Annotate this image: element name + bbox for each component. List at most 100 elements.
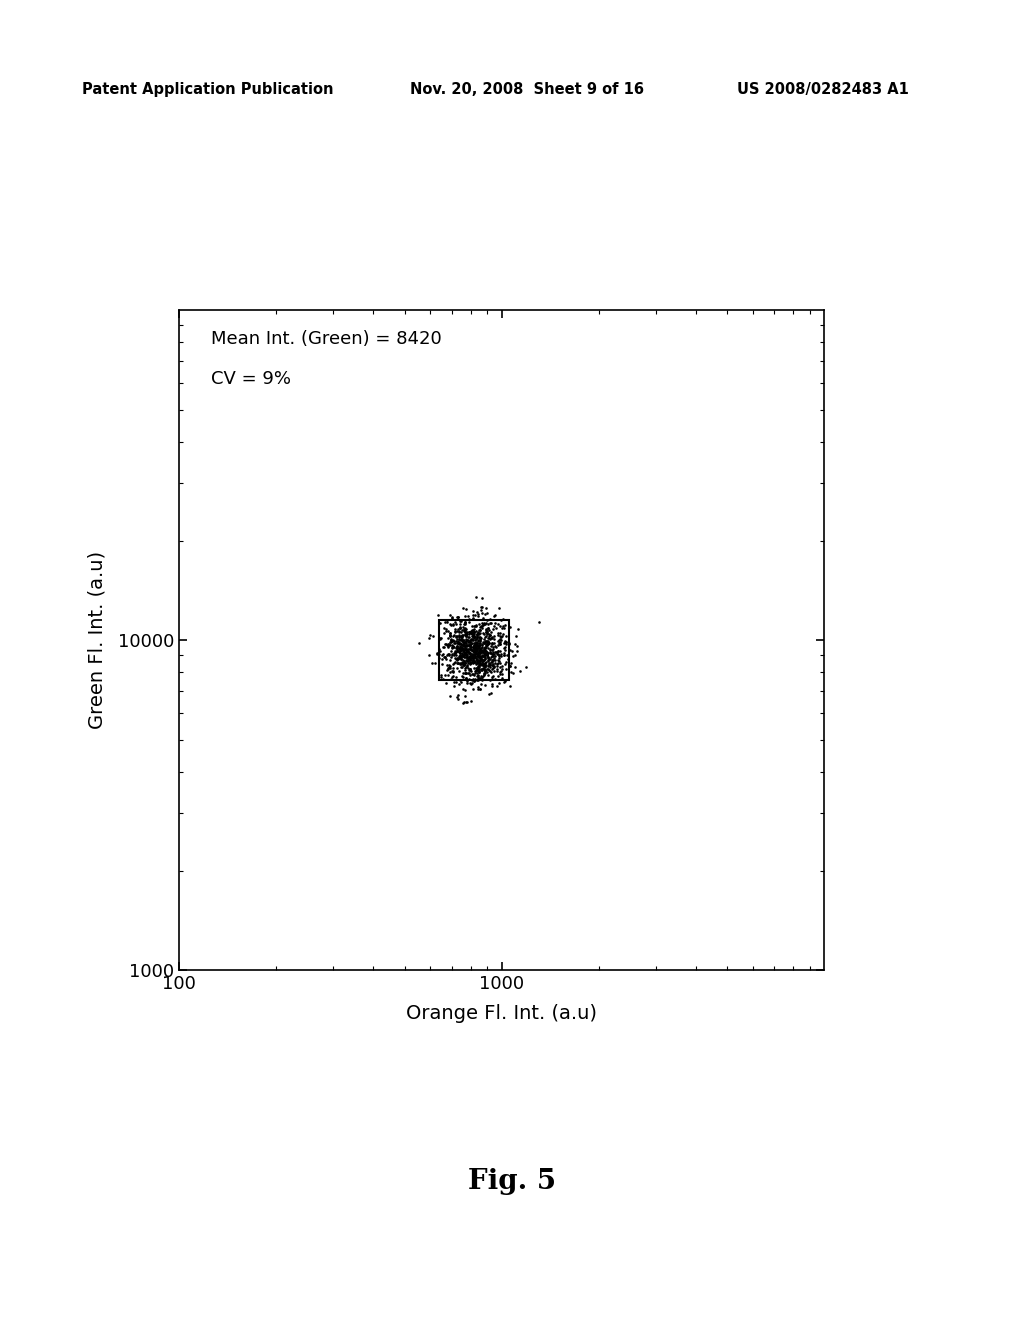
Point [442,631,459,652]
Point [442,624,459,645]
Point [477,619,494,640]
Point [457,685,473,706]
Point [495,668,511,689]
Point [454,656,470,677]
Point [455,692,471,713]
Point [468,636,484,657]
Point [474,645,490,667]
Point [450,652,466,673]
Point [465,619,481,640]
Point [460,653,476,675]
Point [468,660,484,681]
Point [471,649,487,671]
Point [445,630,462,651]
Point [469,639,485,660]
Point [453,628,469,649]
Point [449,657,465,678]
Text: Patent Application Publication: Patent Application Publication [82,82,334,96]
Point [503,652,519,673]
Point [455,652,471,673]
Point [494,644,510,665]
Point [447,622,464,643]
Point [459,647,475,668]
Point [461,639,477,660]
Point [463,634,479,655]
Point [443,669,460,690]
Point [458,632,474,653]
Point [455,649,471,671]
Point [508,624,524,645]
Point [460,651,476,672]
Point [437,620,454,642]
Point [450,632,466,653]
Point [466,644,482,665]
Point [484,667,501,688]
Point [455,634,471,655]
Point [457,606,473,627]
Point [443,643,460,664]
Point [444,606,461,627]
Point [487,635,504,656]
Point [484,632,501,653]
Point [471,661,487,682]
Point [497,632,513,653]
Point [480,684,497,705]
Point [507,644,523,665]
Point [467,638,483,659]
Point [464,652,480,673]
Point [460,631,476,652]
Point [462,643,478,664]
Point [422,624,438,645]
Point [465,640,481,661]
Point [470,623,486,644]
Point [471,636,487,657]
Point [464,620,480,642]
Point [494,663,510,684]
Point [469,669,485,690]
Point [464,648,480,669]
Point [447,644,464,665]
Point [467,660,483,681]
Point [449,638,465,659]
Point [476,655,493,676]
Point [474,614,490,635]
Point [485,665,502,686]
Point [487,605,504,626]
Point [443,630,460,651]
Point [447,648,464,669]
Point [474,645,490,667]
Point [467,640,483,661]
Point [490,665,507,686]
Point [474,657,490,678]
Point [485,643,502,664]
Point [476,655,493,676]
Point [476,645,493,667]
Point [440,634,457,655]
Point [509,640,525,661]
Point [463,645,479,667]
Point [454,643,470,664]
Point [463,652,479,673]
Point [442,624,459,645]
Point [450,685,466,706]
Point [467,653,483,675]
Point [461,663,477,684]
Point [466,663,482,684]
Point [475,614,492,635]
Point [475,663,492,684]
Point [451,645,467,667]
Point [473,655,489,676]
Point [457,678,473,700]
Point [489,643,506,664]
Point [432,627,449,648]
Point [437,634,454,655]
Point [471,642,487,663]
Point [490,653,507,675]
Point [463,623,479,644]
Point [433,653,450,675]
Point [467,605,483,626]
Point [483,669,500,690]
Point [470,669,486,690]
Point [502,655,518,676]
Point [440,644,457,665]
